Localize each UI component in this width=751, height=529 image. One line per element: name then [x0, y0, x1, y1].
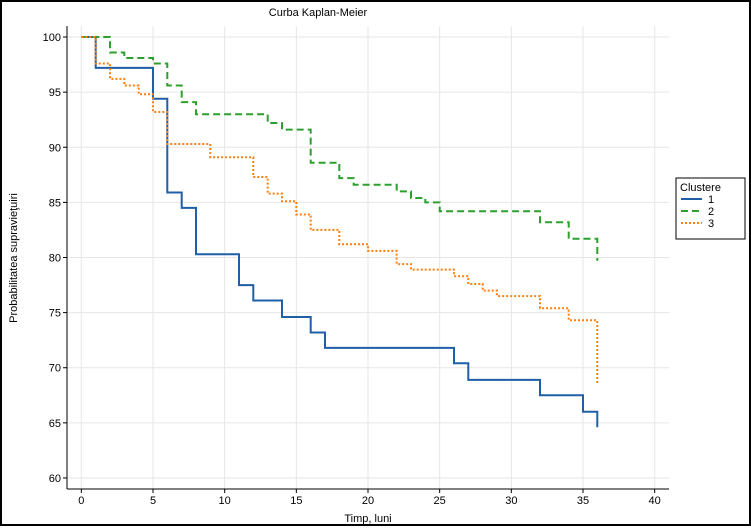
y-tick-label: 85	[49, 197, 61, 209]
x-tick-label: 5	[150, 495, 156, 507]
x-tick-label: 20	[362, 495, 374, 507]
y-tick-label: 95	[49, 87, 61, 99]
x-tick-label: 15	[290, 495, 302, 507]
legend-label-1: 1	[708, 194, 714, 206]
y-tick-label: 90	[49, 142, 61, 154]
x-tick-label: 0	[78, 495, 84, 507]
legend-label-2: 2	[708, 206, 714, 218]
axes: 0 5 10 15 20 25 30 35 40 60 65 70 75 80 85 90 95 100	[43, 26, 669, 507]
series-line-1	[81, 36, 599, 428]
x-tick-label: 25	[434, 495, 446, 507]
y-axis-label: Probabilitatea supravieţuiri	[8, 193, 20, 323]
x-axis-label: Timp, luni	[344, 513, 391, 524]
y-tick-label: 65	[49, 418, 61, 430]
y-tick-label: 75	[49, 308, 61, 320]
y-tick-label: 80	[49, 253, 61, 265]
x-tick-label: 35	[577, 495, 589, 507]
x-tick-label: 10	[219, 495, 231, 507]
legend: Clustere 123	[675, 177, 746, 240]
x-tick-label: 40	[649, 495, 661, 507]
legend-label-3: 3	[708, 218, 714, 230]
legend-items: 123	[681, 194, 714, 230]
series-line-2	[81, 36, 599, 261]
chart-title: Curba Kaplan-Meier	[269, 7, 368, 19]
series-layer	[81, 36, 599, 428]
grid-lines	[67, 26, 669, 489]
x-tick-label: 30	[505, 495, 517, 507]
y-tick-label: 70	[49, 363, 61, 375]
y-tick-label: 60	[49, 473, 61, 485]
legend-title: Clustere	[680, 182, 721, 194]
legend-box	[675, 177, 746, 240]
y-tick-label: 100	[43, 32, 61, 44]
